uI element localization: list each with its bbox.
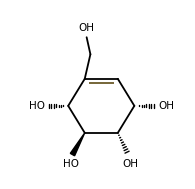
Text: OH: OH (122, 159, 138, 169)
Text: OH: OH (79, 22, 95, 33)
Text: HO: HO (63, 159, 79, 169)
Polygon shape (70, 133, 85, 156)
Text: OH: OH (158, 101, 174, 111)
Text: HO: HO (29, 101, 45, 111)
